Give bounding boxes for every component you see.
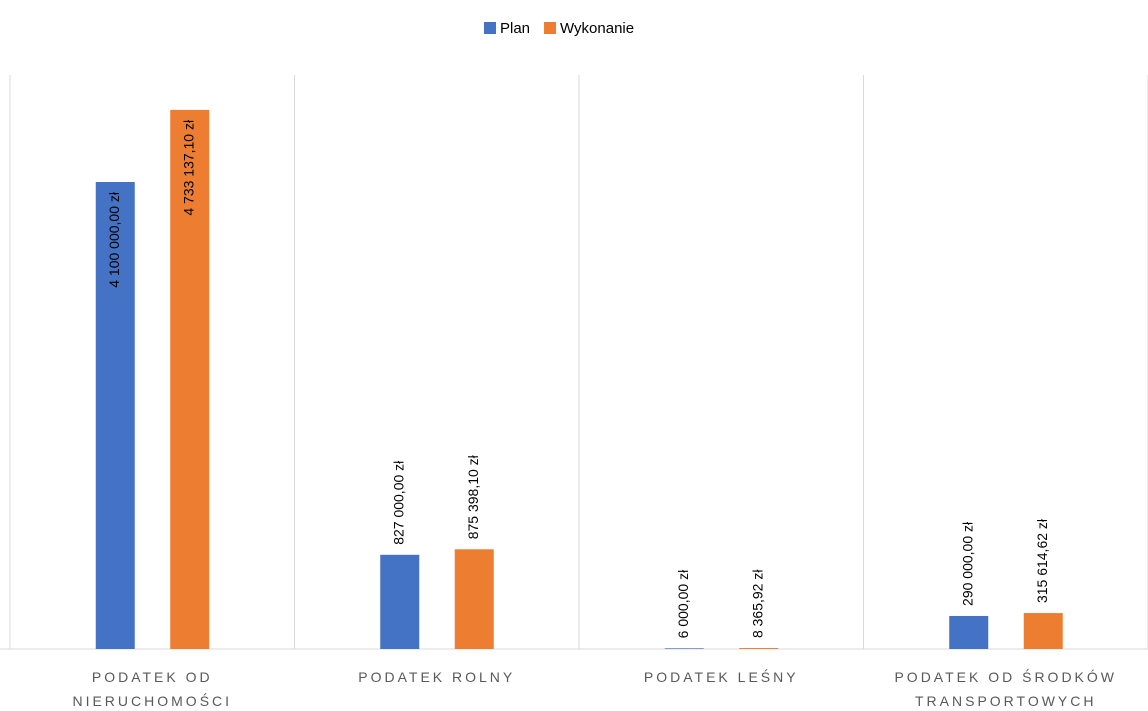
data-label: 290 000,00 zł: [959, 521, 975, 606]
data-label: 827 000,00 zł: [390, 460, 406, 545]
x-tick-label: PODATEK OD NIERUCHOMOŚCI: [72, 669, 233, 709]
bar: [949, 615, 989, 649]
data-label: 6 000,00 zł: [675, 569, 691, 638]
x-tick-label: PODATEK LEŚNY: [643, 669, 799, 685]
legend-swatch: [484, 22, 496, 34]
category-label: PODATEK OD NIERUCHOMOŚCI: [72, 669, 233, 709]
data-label: 4 100 000,00 zł: [106, 191, 122, 288]
data-label: 8 365,92 zł: [749, 569, 765, 638]
legend-swatch: [544, 22, 557, 34]
category-label: PODATEK LEŚNY: [643, 669, 799, 685]
bar: [380, 554, 420, 649]
data-label: 875 398,10 zł: [465, 454, 481, 539]
bar: [170, 109, 210, 649]
legend-label: Wykonanie: [560, 20, 634, 37]
data-label: 315 614,62 zł: [1034, 518, 1050, 603]
data-label: 4 733 137,10 zł: [180, 119, 196, 216]
bar: [739, 648, 779, 649]
bar: [95, 182, 135, 649]
category-label: PODATEK ROLNY: [358, 669, 516, 685]
x-tick-label: PODATEK ROLNY: [358, 669, 516, 685]
category-label: PODATEK OD ŚRODKÓW TRANSPORTOWYCH: [894, 669, 1118, 709]
legend-label: Plan: [500, 20, 530, 37]
x-tick-label: PODATEK OD ŚRODKÓW TRANSPORTOWYCH: [894, 669, 1118, 709]
bar: [454, 549, 494, 649]
bar: [664, 648, 704, 649]
bar: [1023, 613, 1063, 649]
